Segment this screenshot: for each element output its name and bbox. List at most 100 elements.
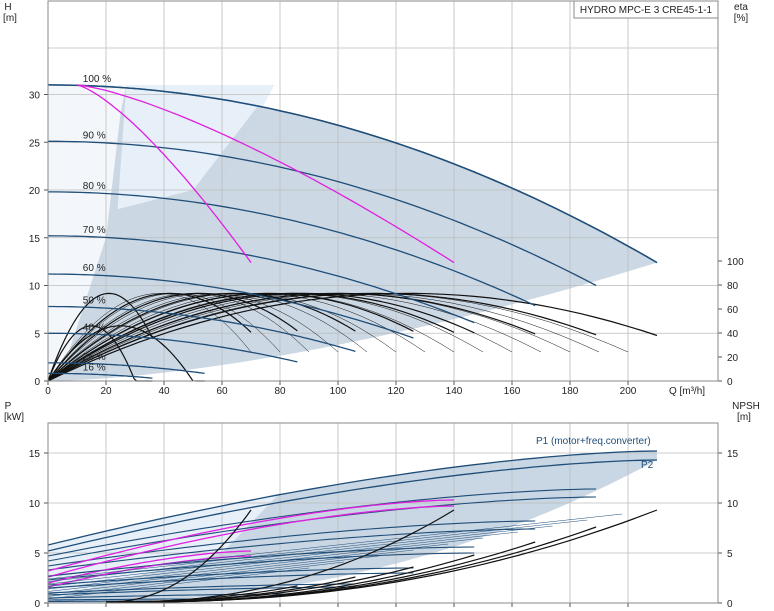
legend-p1: P1 (motor+freq.converter)	[536, 436, 651, 447]
magenta-power-curve	[47, 505, 455, 578]
y-right-label-npsh-unit: [m]	[737, 412, 751, 423]
head-panel: 100 % 90 % 80 % 70 % 60 % 50 % 40 % 25 %16 % 0 2…	[3, 0, 749, 398]
eta-tick-label: 40	[727, 329, 739, 340]
x-tick-label: 60	[216, 386, 228, 397]
speed-curve	[48, 332, 298, 363]
x-tick-label: 120	[388, 386, 405, 397]
efficiency-iso-line	[47, 293, 426, 382]
npsh-curves	[105, 509, 658, 603]
speed-label: 80 %	[83, 181, 106, 192]
y-tick-label: 0	[34, 599, 40, 610]
speed-label: 16 %	[83, 362, 106, 373]
power-curve	[47, 488, 597, 557]
power-curve	[47, 528, 536, 571]
npsh-tick-label: 5	[727, 549, 733, 560]
operating-range-region	[48, 84, 657, 382]
head-ticks: 0 20 40 60 80 100 120 140 160 180 200 Q [m³/h]05101…	[29, 91, 744, 398]
speed-curve	[48, 191, 536, 307]
efficiency-curve	[47, 325, 153, 382]
x-tick-label: 40	[158, 386, 170, 397]
x-axis-label: Q [m³/h]	[669, 386, 705, 397]
speed-curve-100	[47, 84, 658, 264]
speed-label: 60 %	[83, 263, 106, 274]
efficiency-iso-line	[47, 293, 600, 382]
magenta-curves	[76, 84, 455, 264]
power-iso-line	[47, 549, 414, 592]
magenta-power-curve	[47, 555, 252, 588]
y-tick-label: 0	[34, 377, 40, 388]
y-tick-label: 25	[29, 138, 41, 149]
y-tick-label: 5	[34, 549, 40, 560]
x-tick-label: 180	[562, 386, 579, 397]
y-tick-label: 15	[29, 234, 41, 245]
y-tick-label: 5	[34, 329, 40, 340]
y-right-label-npsh: NPSH	[732, 401, 760, 412]
speed-curves: 100 % 90 % 80 % 70 % 60 % 50 % 40 % 25 %16 %	[47, 74, 658, 379]
power-grid	[48, 423, 718, 603]
eta-tick-label: 100	[727, 257, 744, 268]
efficiency-curve	[47, 292, 298, 382]
y-left-label-power-unit: [kW]	[4, 412, 24, 423]
y-tick-label: 20	[29, 186, 41, 197]
power-curve	[47, 552, 475, 581]
y-left-label-head-unit: [m]	[3, 13, 17, 24]
efficiency-iso-line	[47, 293, 252, 382]
power-curve	[47, 572, 414, 589]
power-series	[47, 450, 658, 546]
speed-curve	[47, 273, 414, 339]
power-iso-line	[47, 513, 623, 577]
magenta-power-curve	[47, 499, 455, 572]
y-tick-label: 10	[29, 282, 41, 293]
power-iso-line	[47, 561, 344, 597]
y-left-label-power: P	[5, 401, 12, 412]
region-light-wedge-2	[117, 84, 275, 210]
speed-curve	[47, 235, 475, 324]
speed-label: 100 %	[83, 74, 111, 85]
eta-tick-label: 20	[727, 353, 739, 364]
efficiency-iso-line	[47, 293, 368, 382]
y-tick-label: 15	[29, 449, 41, 460]
power-curve	[47, 520, 536, 567]
legend-p2: P2	[641, 460, 654, 471]
power-ticks: 0 5 10 15 0 5 10 15	[29, 449, 739, 610]
efficiency-iso-line	[47, 293, 281, 382]
power-iso-line	[47, 519, 588, 580]
npsh-tick-label: 10	[727, 499, 739, 510]
y-tick-label: 30	[29, 91, 41, 102]
efficiency-iso-line	[47, 293, 310, 382]
power-iso-line	[47, 525, 553, 582]
head-grid	[48, 1, 718, 381]
y-left-label-head: H	[4, 2, 11, 13]
power-curve	[48, 600, 153, 603]
x-tick-label: 80	[274, 386, 286, 397]
x-tick-label: 0	[45, 386, 51, 397]
power-curve	[48, 598, 205, 601]
eta-tick-label: 0	[727, 377, 733, 388]
power-iso-line	[47, 543, 449, 590]
npsh-curve	[106, 585, 298, 603]
x-tick-label: 140	[446, 386, 463, 397]
speed-curve	[48, 362, 205, 375]
npsh-tick-label: 15	[727, 449, 739, 460]
magenta-curve	[76, 84, 252, 263]
speed-label: 70 %	[83, 225, 106, 236]
speed-label: 40 %	[83, 322, 106, 333]
x-tick-label: 20	[100, 386, 112, 397]
magenta-power-curve	[47, 550, 252, 584]
speed-label: 90 %	[83, 130, 106, 141]
y-right-label-eta-unit: [%]	[734, 13, 749, 24]
efficiency-curve	[47, 325, 205, 382]
speed-label: 25 %	[83, 352, 106, 363]
efficiency-iso-line	[47, 293, 571, 382]
power-iso-line	[47, 567, 310, 600]
eta-tick-label: 80	[727, 281, 739, 292]
x-tick-label: 200	[620, 386, 637, 397]
efficiency-iso-line	[47, 293, 339, 382]
speed-curve	[48, 372, 153, 379]
npsh-curve	[135, 554, 475, 603]
power-iso-line	[47, 531, 518, 585]
power-series	[47, 459, 658, 552]
title-box	[573, 0, 719, 19]
efficiency-curve	[47, 292, 252, 382]
